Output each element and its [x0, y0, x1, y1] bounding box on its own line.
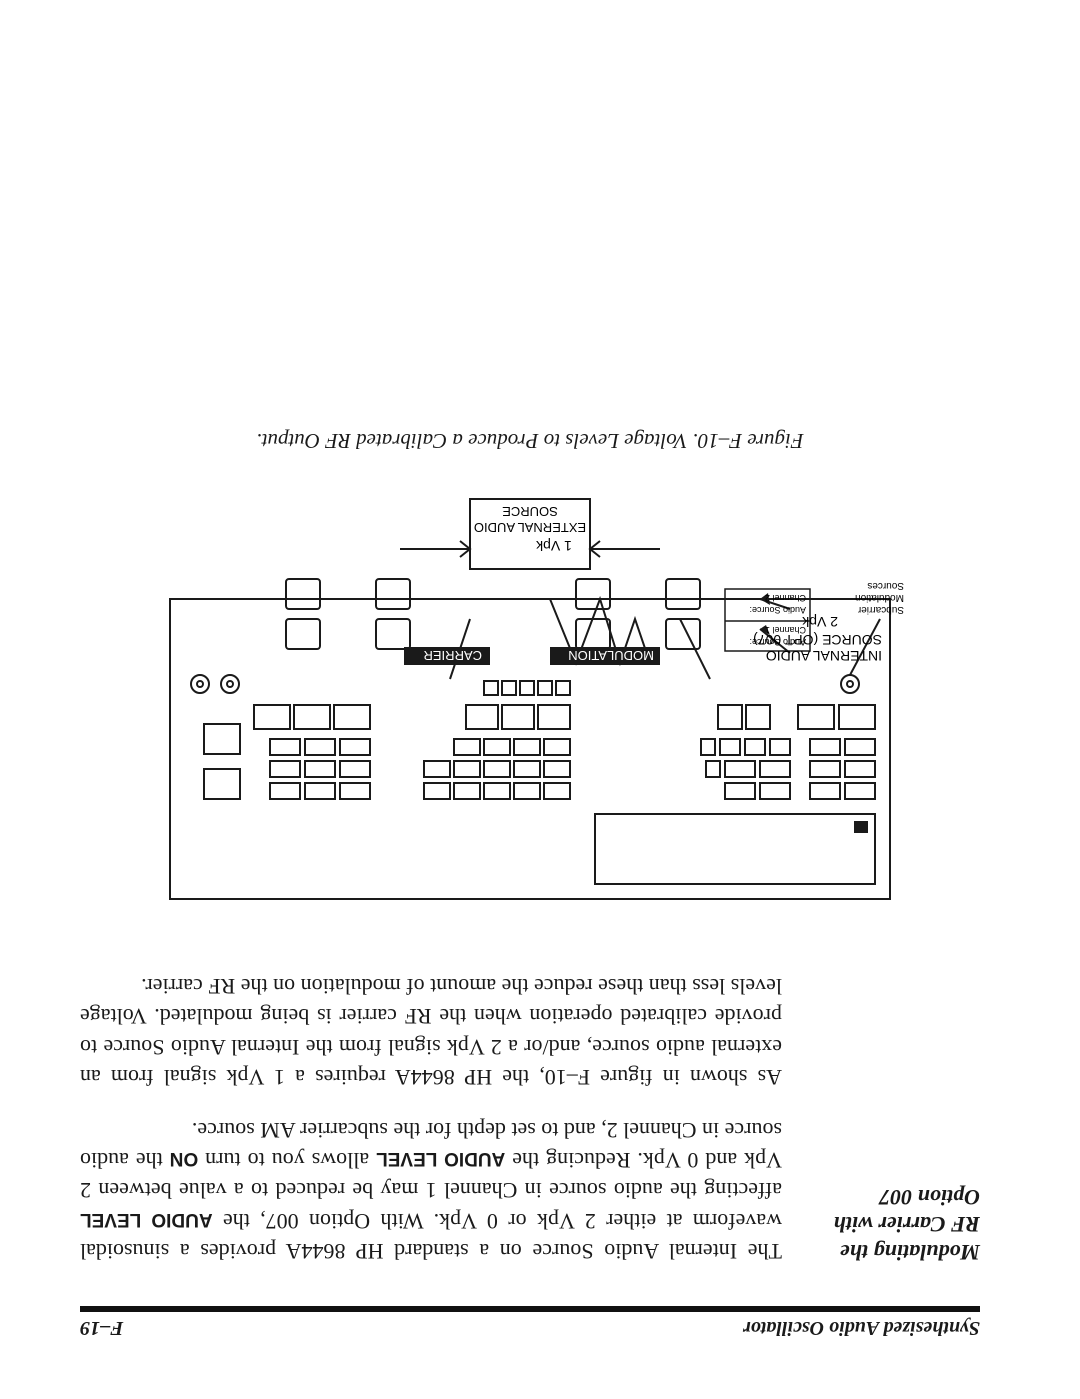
body-row: Modulating the RF Carrier with Option 00…	[80, 949, 980, 1266]
term-audio-level-2: AUDIO LEVEL	[376, 1148, 505, 1169]
lbl-modulation: MODULATION	[568, 648, 654, 663]
term-audio-level-1: AUDIO LEVEL	[80, 1209, 213, 1230]
lbl-internal-audio: INTERNAL AUDIO	[766, 648, 882, 664]
paragraph-1: The Internal Audio Source on a standard …	[80, 1114, 782, 1266]
lbl-ext-source: SOURCE	[502, 504, 558, 519]
svg-text:Modulation: Modulation	[855, 592, 904, 603]
svg-text:Audio Source:: Audio Source:	[749, 605, 806, 615]
svg-text:Channel 1: Channel 1	[765, 625, 806, 635]
svg-text:Channel 2: Channel 2	[765, 593, 806, 603]
running-title: Synthesized Audio Oscillator	[743, 1316, 980, 1339]
term-on: ON	[170, 1148, 199, 1169]
body-text: The Internal Audio Source on a standard …	[80, 949, 782, 1266]
svg-text:Sources: Sources	[867, 580, 904, 591]
page-container: Synthesized Audio Oscillator F–19 Modula…	[0, 0, 1080, 1399]
p1-c: allows you to turn	[198, 1148, 376, 1173]
lbl-carrier: CARRIER	[423, 648, 482, 663]
figure-diagram: INTERNAL AUDIO SOURCE (OPT 007) 2 Vpk Au…	[150, 479, 910, 919]
figure: INTERNAL AUDIO SOURCE (OPT 007) 2 Vpk Au…	[80, 428, 980, 919]
figure-caption: Figure F–10. Voltage Levels to Produce a…	[80, 428, 980, 453]
svg-text:Subcarrier: Subcarrier	[857, 604, 904, 615]
running-head: Synthesized Audio Oscillator F–19	[80, 1306, 980, 1339]
paragraph-2: As shown in figure F–10, the HP 8644A re…	[80, 971, 782, 1092]
page-number: F–19	[80, 1316, 123, 1339]
side-heading: Modulating the RF Carrier with Option 00…	[810, 949, 980, 1266]
lbl-2vpk: 2 Vpk	[801, 614, 838, 630]
lbl-1vpk: 1 Vpk	[535, 538, 572, 554]
lbl-ext-audio: EXTERNAL AUDIO	[474, 520, 586, 535]
svg-text:Audio Source:: Audio Source:	[749, 637, 806, 647]
